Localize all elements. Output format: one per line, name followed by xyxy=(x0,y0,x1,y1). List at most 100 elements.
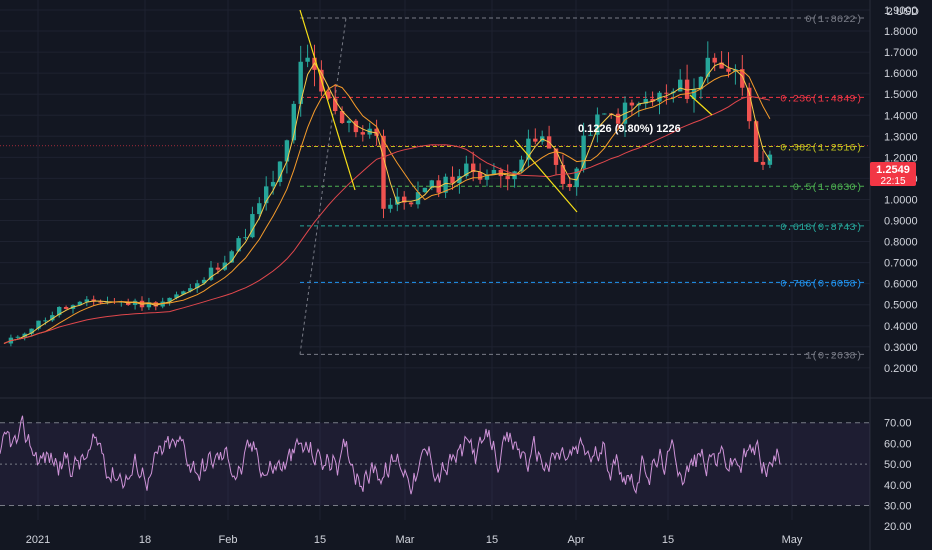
trend-line[interactable] xyxy=(689,94,713,116)
candle-body[interactable] xyxy=(760,161,766,165)
candle-body[interactable] xyxy=(360,132,365,135)
candle-body[interactable] xyxy=(333,98,338,112)
candle-body[interactable] xyxy=(684,79,690,99)
rsi-panel[interactable] xyxy=(0,415,870,506)
candle-body[interactable] xyxy=(346,120,352,123)
candle-body[interactable] xyxy=(264,186,269,204)
candle-body[interactable] xyxy=(374,128,379,136)
price-axis[interactable]: 1.9000 1.8000 1.7000 1.6000 1.5000 1.4000 1.30… xyxy=(884,5,918,375)
candle-body[interactable] xyxy=(77,301,83,306)
candle-body[interactable] xyxy=(236,238,241,252)
candle-body[interactable] xyxy=(215,267,221,270)
fib-trend-line[interactable] xyxy=(299,17,347,355)
candle-body[interactable] xyxy=(574,168,579,188)
candle-body[interactable] xyxy=(712,57,717,63)
price-tick-label: 0.8000 xyxy=(884,237,918,249)
candle-body[interactable] xyxy=(395,196,400,205)
fib-level-label: 0.786(0.6058) xyxy=(780,278,862,290)
candle-body[interactable] xyxy=(284,140,290,162)
candle-body[interactable] xyxy=(98,301,103,303)
candle-body[interactable] xyxy=(270,181,276,187)
candle-body[interactable] xyxy=(422,187,428,193)
candle-body[interactable] xyxy=(471,163,476,173)
candle-body[interactable] xyxy=(36,320,41,329)
candle-body[interactable] xyxy=(450,176,455,184)
candle-body[interactable] xyxy=(678,79,683,92)
trend-line[interactable] xyxy=(299,9,356,191)
trend-line[interactable] xyxy=(514,139,578,213)
candle-body[interactable] xyxy=(22,333,27,337)
candle-body[interactable] xyxy=(464,163,469,177)
candle-body[interactable] xyxy=(195,283,200,289)
candle-body[interactable] xyxy=(63,306,69,309)
candle-body[interactable] xyxy=(698,76,704,90)
candle-body[interactable] xyxy=(15,336,20,338)
candle-body[interactable] xyxy=(643,98,648,104)
time-tick-label: Mar xyxy=(396,534,415,546)
candle-body[interactable] xyxy=(567,183,572,188)
candle-body[interactable] xyxy=(29,328,34,334)
candle-body[interactable] xyxy=(581,135,586,169)
candle-body[interactable] xyxy=(43,320,48,322)
candle-body[interactable] xyxy=(174,294,179,298)
candle-body[interactable] xyxy=(339,111,345,123)
candle-body[interactable] xyxy=(305,57,310,62)
price-tick-label: 1.7000 xyxy=(884,47,918,59)
candle-body[interactable] xyxy=(533,138,538,142)
candle-body[interactable] xyxy=(491,169,497,175)
candle-body[interactable] xyxy=(595,114,600,135)
candle-body[interactable] xyxy=(747,87,752,122)
candle-body[interactable] xyxy=(277,161,283,182)
candle-body[interactable] xyxy=(408,202,414,205)
candle-body[interactable] xyxy=(250,214,255,238)
candle-body[interactable] xyxy=(705,57,710,77)
candle-body[interactable] xyxy=(381,135,386,209)
time-axis[interactable]: 2021 18 Feb 15 Mar 15 Apr 15 May xyxy=(26,534,803,546)
candle-body[interactable] xyxy=(615,113,621,124)
candle-body[interactable] xyxy=(181,291,186,295)
candle-body[interactable] xyxy=(429,180,434,188)
candle-body[interactable] xyxy=(457,176,462,184)
candle-body[interactable] xyxy=(208,267,214,280)
candle-body[interactable] xyxy=(553,148,559,165)
candle-body[interactable] xyxy=(726,68,731,72)
candle-body[interactable] xyxy=(291,103,296,141)
current-price-badge: 1.2549 22:15 xyxy=(870,162,916,187)
candle-body[interactable] xyxy=(740,69,745,88)
candle-body[interactable] xyxy=(629,102,635,106)
candle-body[interactable] xyxy=(188,288,193,292)
candle-body[interactable] xyxy=(484,174,490,180)
candle-body[interactable] xyxy=(443,176,448,193)
candle-body[interactable] xyxy=(50,315,55,321)
candle-body[interactable] xyxy=(691,89,697,99)
candle-body[interactable] xyxy=(402,196,407,203)
candle-body[interactable] xyxy=(650,98,655,102)
candle-body[interactable] xyxy=(57,306,62,316)
candle-body[interactable] xyxy=(201,279,207,284)
price-tick-label: 1.4000 xyxy=(884,110,918,122)
candle-body[interactable] xyxy=(719,62,724,69)
candle-body[interactable] xyxy=(388,204,393,209)
candle-body[interactable] xyxy=(588,134,593,136)
rsi-axis[interactable]: 70.00 60.00 50.00 40.00 30.00 20.00 xyxy=(884,418,912,534)
candle-body[interactable] xyxy=(415,192,421,205)
candle-body[interactable] xyxy=(753,121,759,162)
candle-body[interactable] xyxy=(243,237,248,239)
candle-body[interactable] xyxy=(602,113,607,115)
candle-body[interactable] xyxy=(664,92,669,94)
candle-body[interactable] xyxy=(477,172,483,180)
candle-body[interactable] xyxy=(146,302,152,308)
candle-body[interactable] xyxy=(257,203,262,215)
candle-body[interactable] xyxy=(353,120,359,133)
candle-body[interactable] xyxy=(84,299,89,302)
candle-body[interactable] xyxy=(519,159,524,172)
candle-body[interactable] xyxy=(326,91,331,99)
candle-body[interactable] xyxy=(298,61,303,104)
candle-body[interactable] xyxy=(229,251,234,263)
candle-body[interactable] xyxy=(167,297,172,302)
candle-body[interactable] xyxy=(657,92,662,102)
candle-body[interactable] xyxy=(153,302,158,307)
candle-body[interactable] xyxy=(526,138,531,160)
candle-body[interactable] xyxy=(505,176,510,180)
